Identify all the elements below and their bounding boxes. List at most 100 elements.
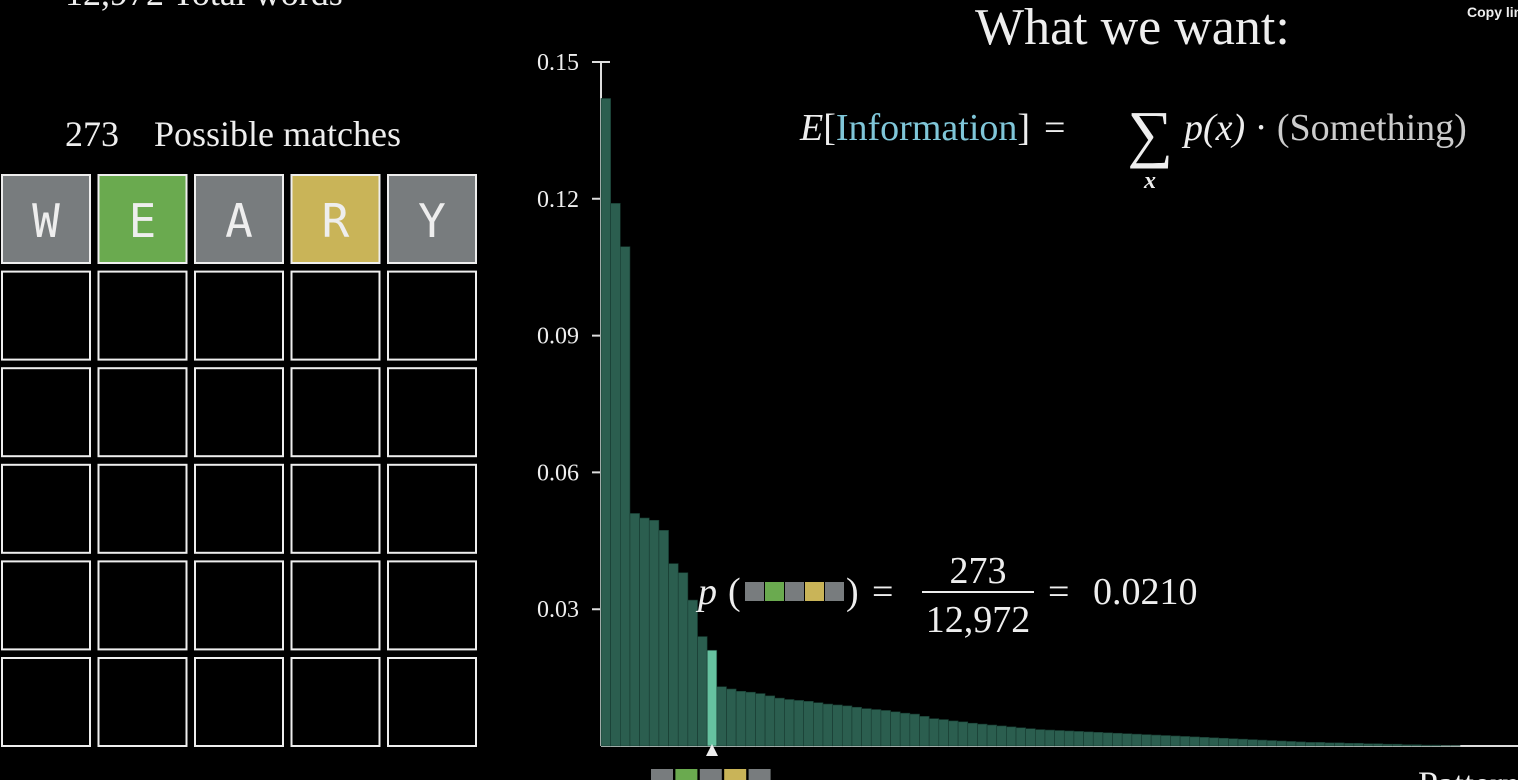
tile (387, 463, 477, 554)
bar (1266, 740, 1277, 747)
bar (1170, 735, 1181, 747)
bar (813, 702, 824, 747)
bar (919, 716, 930, 747)
tile (290, 174, 381, 264)
bar (1285, 741, 1297, 747)
tile (194, 270, 284, 361)
tile (97, 367, 188, 458)
bar (1073, 731, 1084, 747)
tile (1, 657, 91, 747)
pointer (705, 744, 718, 756)
bar (1131, 733, 1142, 747)
annotation-result: 0.0210 (1093, 571, 1198, 613)
bar (1025, 728, 1036, 747)
tile (194, 367, 284, 458)
sum-symbol: ∑ (1127, 98, 1173, 169)
bar (861, 708, 872, 747)
bar (1353, 742, 1364, 747)
pattern-square (675, 769, 698, 780)
annotation-paren: ) (846, 571, 859, 613)
formula-part: · (1245, 107, 1277, 149)
annotation-p: p (695, 571, 717, 613)
bar (1218, 737, 1229, 747)
tile (1, 367, 91, 458)
bar (1276, 740, 1287, 747)
bar (648, 519, 660, 747)
tile (97, 174, 188, 264)
y-tick-label: 0.09 (537, 324, 579, 350)
bar (1015, 727, 1026, 747)
bar (1102, 732, 1113, 747)
bar (687, 599, 698, 747)
bar (726, 688, 737, 747)
bar (716, 686, 727, 747)
bar (1112, 732, 1123, 747)
tile (290, 463, 381, 554)
formula-part: [ (823, 107, 836, 149)
bar (1160, 735, 1171, 747)
bar (1382, 743, 1393, 747)
bar (1237, 738, 1248, 747)
bar (1189, 736, 1200, 747)
bar (1324, 742, 1335, 747)
tile (97, 270, 188, 361)
bar (1006, 726, 1017, 747)
bar (1179, 736, 1191, 747)
tile (194, 463, 284, 554)
bar (967, 722, 978, 747)
bar (1092, 732, 1104, 747)
bar (639, 517, 650, 747)
pattern-square (745, 582, 764, 601)
bar (986, 724, 998, 747)
bar (938, 719, 949, 747)
pattern-square (765, 582, 784, 601)
bar (1305, 742, 1316, 747)
matches-count: 273 (65, 114, 119, 154)
tile (387, 270, 477, 361)
pattern-square (699, 769, 722, 780)
y-tick-label: 0.12 (537, 187, 579, 213)
bar (755, 693, 766, 747)
bar (1430, 744, 1441, 747)
bar (745, 691, 756, 747)
annotation-paren: ( (728, 571, 741, 613)
total-words: 12,972 Total words (65, 0, 343, 13)
bar (1314, 742, 1326, 747)
tile (97, 560, 188, 651)
bar (1044, 729, 1055, 747)
bar (706, 649, 718, 747)
tile-letter: Y (418, 194, 446, 248)
tile (1, 270, 91, 361)
bar (668, 563, 679, 747)
bar (1063, 730, 1075, 747)
y-tick-label: 0.03 (537, 597, 579, 623)
bar (803, 701, 814, 747)
tile (194, 174, 284, 264)
matches-label: Possible matches (154, 114, 401, 154)
annotation-eq: = (1048, 571, 1069, 613)
tile-letter: R (322, 194, 350, 248)
x-axis-label: Patterns (1418, 764, 1518, 780)
tile (290, 367, 381, 458)
formula-lhs: E[Information] = (799, 107, 1065, 149)
bar (1247, 739, 1258, 747)
copy-link[interactable]: Copy link (1467, 4, 1518, 20)
tile (290, 270, 381, 361)
bar (880, 710, 891, 747)
tile-letter: A (225, 194, 253, 248)
bar (1141, 734, 1152, 747)
bar (909, 713, 920, 747)
bar (1401, 744, 1413, 747)
bar (1372, 743, 1384, 747)
bar (1343, 742, 1355, 747)
bar (928, 718, 940, 747)
pattern-square (748, 769, 771, 780)
tile (194, 560, 284, 651)
pattern-square (825, 582, 844, 601)
bar (996, 725, 1007, 747)
tile (387, 657, 477, 747)
bar (793, 700, 804, 747)
bar (899, 712, 911, 747)
bar (697, 636, 708, 747)
